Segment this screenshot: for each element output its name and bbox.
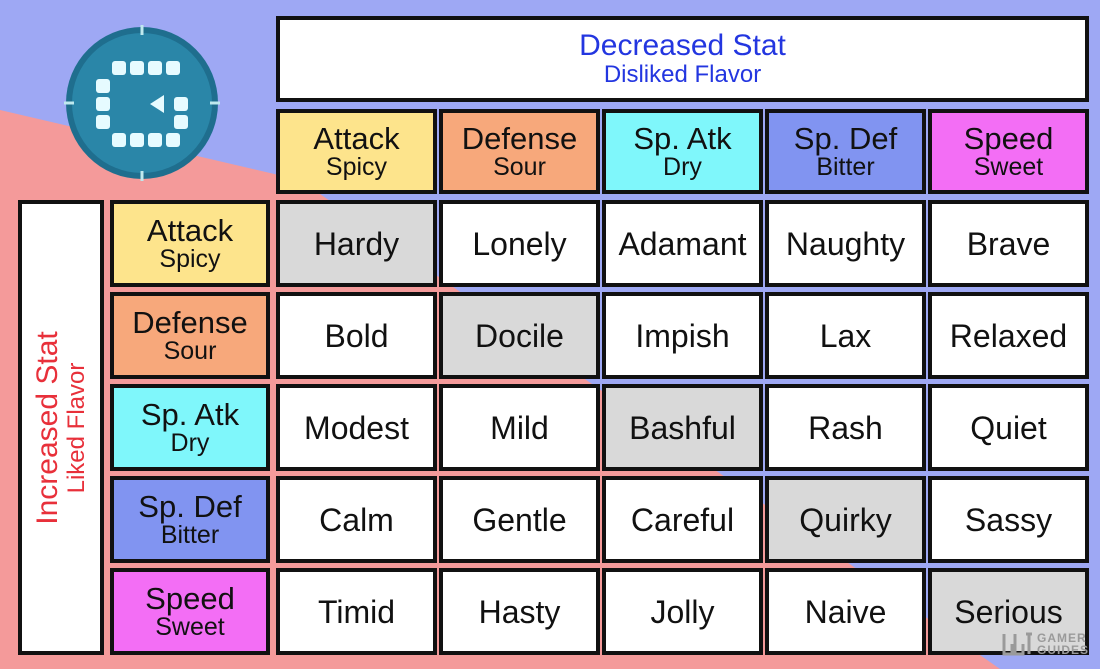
column-stat-label: Attack [313, 121, 400, 156]
nature-label: Jolly [650, 593, 715, 630]
column-flavor-label: Sweet [973, 153, 1044, 181]
nature-label: Naive [804, 593, 887, 630]
watermark-line-2: GUIDES [1037, 643, 1090, 657]
row-flavor-label: Sweet [155, 613, 225, 641]
row-header-attack: Attack Spicy [110, 200, 270, 287]
nature-label: Gentle [472, 501, 567, 538]
nature-cell-timid: Timid [276, 568, 437, 655]
nature-label: Serious [954, 593, 1063, 630]
nature-label: Lax [819, 317, 872, 354]
nature-label: Brave [966, 225, 1051, 262]
nature-label: Timid [317, 593, 396, 630]
gamerguides-logo-icon [60, 21, 224, 185]
nature-label: Modest [304, 409, 409, 446]
nature-cell-rash: Rash [765, 384, 926, 471]
nature-label: Hasty [478, 593, 561, 630]
nature-cell-jolly: Jolly [602, 568, 763, 655]
column-header-sp-atk: Sp. Atk Dry [602, 109, 763, 194]
nature-label: Naughty [785, 225, 906, 262]
decreased-stat-banner: Decreased Stat Disliked Flavor [276, 16, 1089, 102]
nature-cell-relaxed: Relaxed [928, 292, 1089, 379]
liked-flavor-subtitle: Liked Flavor [63, 362, 90, 493]
column-stat-label: Sp. Def [793, 121, 898, 156]
row-header-sp-def: Sp. Def Bitter [110, 476, 270, 563]
nature-label: Bashful [629, 409, 736, 446]
column-stat-label: Defense [461, 121, 578, 156]
nature-cell-gentle: Gentle [439, 476, 600, 563]
nature-cell-bashful: Bashful [602, 384, 763, 471]
nature-cell-hasty: Hasty [439, 568, 600, 655]
nature-label: Lonely [472, 225, 567, 262]
column-flavor-label: Spicy [325, 153, 388, 181]
row-flavor-label: Sour [163, 337, 217, 365]
row-stat-label: Speed [145, 581, 235, 616]
nature-cell-quiet: Quiet [928, 384, 1089, 471]
row-flavor-label: Dry [170, 429, 210, 457]
nature-cell-bold: Bold [276, 292, 437, 379]
gamerguides-mark-icon [1002, 632, 1032, 656]
column-flavor-label: Sour [493, 153, 546, 181]
nature-label: Quiet [970, 409, 1047, 446]
row-stat-label: Attack [146, 213, 234, 248]
column-header-attack: Attack Spicy [276, 109, 437, 194]
nature-label: Adamant [618, 225, 747, 262]
row-flavor-label: Bitter [160, 521, 220, 549]
nature-cell-modest: Modest [276, 384, 437, 471]
nature-cell-docile: Docile [439, 292, 600, 379]
nature-cell-hardy: Hardy [276, 200, 437, 287]
increased-stat-banner: Increased Stat Liked Flavor [18, 200, 104, 655]
nature-label: Hardy [313, 225, 400, 262]
column-header-sp-def: Sp. Def Bitter [765, 109, 926, 194]
row-stat-label: Defense [132, 305, 248, 340]
increased-stat-title: Increased Stat [31, 330, 64, 525]
nature-label: Quirky [799, 501, 892, 538]
nature-cell-brave: Brave [928, 200, 1089, 287]
nature-label: Docile [475, 317, 564, 354]
nature-cell-calm: Calm [276, 476, 437, 563]
nature-label: Relaxed [949, 317, 1068, 354]
column-flavor-label: Dry [663, 153, 702, 181]
nature-label: Calm [319, 501, 394, 538]
nature-cell-adamant: Adamant [602, 200, 763, 287]
column-stat-label: Speed [963, 121, 1054, 156]
disliked-flavor-subtitle: Disliked Flavor [603, 61, 762, 88]
decreased-stat-title: Decreased Stat [579, 29, 786, 62]
nature-cell-lonely: Lonely [439, 200, 600, 287]
watermark-line-1: GAMER [1037, 631, 1087, 645]
nature-label: Careful [630, 501, 735, 538]
row-flavor-label: Spicy [159, 245, 221, 273]
nature-cell-sassy: Sassy [928, 476, 1089, 563]
nature-cell-lax: Lax [765, 292, 926, 379]
nature-label: Mild [490, 409, 549, 446]
nature-cell-quirky: Quirky [765, 476, 926, 563]
column-flavor-label: Bitter [816, 153, 875, 181]
row-header-sp-atk: Sp. Atk Dry [110, 384, 270, 471]
row-header-defense: Defense Sour [110, 292, 270, 379]
nature-label: Impish [635, 317, 730, 354]
nature-label: Rash [808, 409, 883, 446]
column-stat-label: Sp. Atk [633, 121, 732, 156]
gamerguides-watermark: GAMER GUIDES [1002, 630, 1089, 658]
nature-label: Sassy [964, 501, 1053, 538]
nature-cell-naive: Naive [765, 568, 926, 655]
nature-label: Bold [324, 317, 389, 354]
nature-cell-mild: Mild [439, 384, 600, 471]
row-stat-label: Sp. Def [138, 489, 242, 524]
nature-cell-naughty: Naughty [765, 200, 926, 287]
column-header-speed: Speed Sweet [928, 109, 1089, 194]
row-stat-label: Sp. Atk [140, 397, 240, 432]
column-header-defense: Defense Sour [439, 109, 600, 194]
row-header-speed: Speed Sweet [110, 568, 270, 655]
nature-cell-careful: Careful [602, 476, 763, 563]
nature-cell-impish: Impish [602, 292, 763, 379]
